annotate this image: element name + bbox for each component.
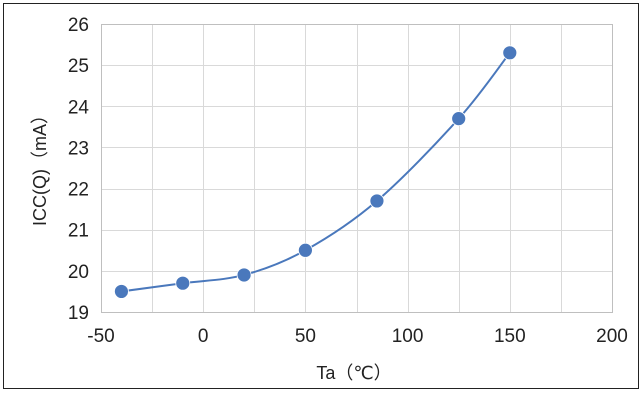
y-tick-label: 24 <box>68 97 90 118</box>
y-tick-label: 25 <box>68 56 89 77</box>
data-series <box>114 45 518 299</box>
data-point <box>114 284 129 299</box>
y-axis-title: ICC(Q)（mA） <box>30 106 50 226</box>
y-tick-label: 23 <box>68 138 89 159</box>
y-tick-label: 19 <box>68 303 89 324</box>
data-point <box>369 193 385 209</box>
grid-lines <box>101 24 613 313</box>
y-tick-label: 20 <box>68 262 89 283</box>
x-tick-label: 150 <box>494 326 526 347</box>
y-tick-label: 21 <box>68 221 89 242</box>
plot-area-border <box>101 24 613 313</box>
x-tick-label: 0 <box>198 326 209 347</box>
x-tick-label: 50 <box>295 326 316 347</box>
data-point <box>502 45 518 61</box>
data-point <box>297 242 313 258</box>
x-axis-title: Ta（℃） <box>316 363 391 383</box>
data-point <box>451 111 467 127</box>
chart-frame <box>3 3 639 389</box>
x-tick-label: -50 <box>87 326 114 347</box>
y-tick-label: 26 <box>68 15 89 36</box>
data-point <box>175 275 191 291</box>
x-tick-label: 100 <box>392 326 424 347</box>
data-point <box>236 267 252 283</box>
series-line <box>121 52 511 293</box>
y-tick-label: 22 <box>68 180 89 201</box>
tick-labels: -50 0 50 100 150 200 19 20 21 22 23 24 25 26 <box>68 15 628 347</box>
plot-area-border <box>101 24 613 313</box>
x-tick-label: 200 <box>596 326 628 347</box>
